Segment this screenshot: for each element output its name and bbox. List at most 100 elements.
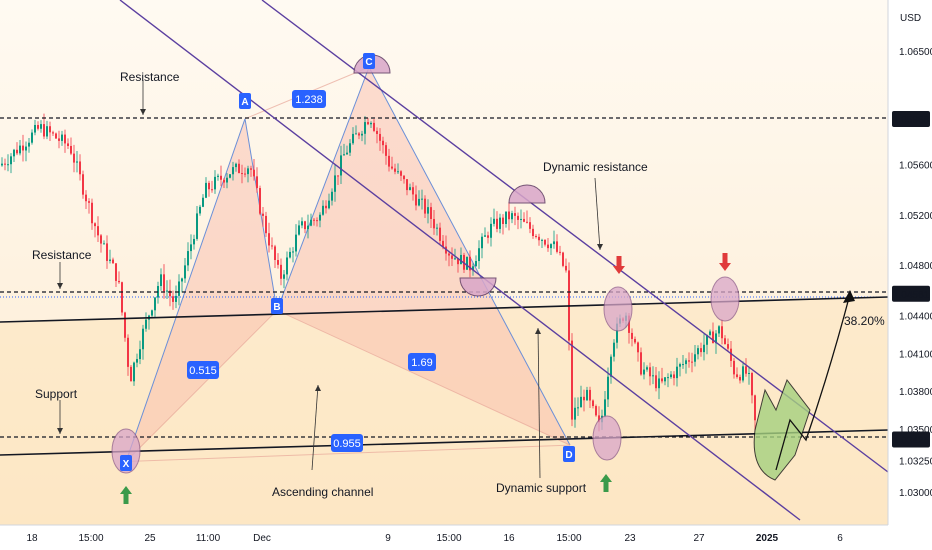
price-tag-bg	[892, 111, 930, 128]
candle-body	[364, 122, 366, 134]
leader-line	[311, 384, 319, 471]
candle-body	[175, 295, 177, 302]
candle-body	[643, 369, 645, 375]
candle-body	[61, 134, 63, 141]
candle-body	[409, 187, 411, 191]
candle-body	[481, 236, 483, 249]
price-tag-bg	[892, 431, 930, 448]
candle-body	[373, 122, 375, 131]
candle-body	[259, 188, 261, 214]
candle-body	[589, 389, 591, 401]
y-tick-label: 1.05600	[899, 160, 932, 171]
leader-arrowhead	[597, 244, 603, 250]
candle-body	[313, 219, 315, 221]
candle-body	[412, 187, 414, 195]
candle-body	[307, 225, 309, 230]
y-tick-label: 1.03250	[899, 457, 932, 468]
candle-body	[661, 378, 663, 382]
candle-body	[337, 175, 339, 177]
down-arrow-1	[613, 256, 625, 274]
projection-shape	[753, 378, 811, 481]
candle-body	[262, 213, 264, 216]
candle-body	[319, 214, 321, 221]
candle-body	[223, 179, 225, 183]
candle-body	[583, 396, 585, 401]
candle-body	[556, 241, 558, 252]
candle-body	[235, 163, 237, 168]
y-tick-label: 1.06500	[899, 47, 932, 58]
candle-body	[49, 126, 51, 133]
candle-body	[37, 124, 39, 129]
candle-body	[748, 373, 750, 375]
candle-body	[376, 130, 378, 134]
candle-body	[418, 198, 420, 206]
ratio-xd: 0.955	[333, 438, 361, 450]
candle-body	[739, 376, 741, 381]
candle-body	[538, 236, 540, 241]
x-tick-label: 2025	[756, 533, 779, 544]
candle-body	[742, 366, 744, 381]
candle-body	[136, 359, 138, 363]
candle-body	[403, 175, 405, 180]
candle-body	[460, 254, 462, 265]
candle-body	[115, 263, 117, 281]
candle-body	[595, 406, 597, 416]
candle-body	[283, 274, 285, 279]
candle-body	[250, 168, 252, 170]
candle-body	[142, 328, 144, 350]
candle-body	[274, 246, 276, 261]
candle-body	[73, 153, 75, 163]
candle-body	[427, 207, 429, 214]
point-c: C	[365, 57, 372, 68]
candle-body	[664, 377, 666, 382]
candle-body	[244, 173, 246, 175]
candle-body	[577, 407, 579, 409]
candle-body	[304, 221, 306, 230]
candle-body	[46, 126, 48, 137]
candle-body	[196, 213, 198, 239]
x-tick-label: 18	[26, 533, 38, 544]
candle-body	[688, 360, 690, 362]
candle-body	[4, 163, 6, 165]
candle-body	[55, 133, 57, 139]
candle-body	[199, 206, 201, 214]
ascending-channel-top	[0, 296, 889, 323]
candle-body	[421, 198, 423, 200]
candle-body	[355, 133, 357, 135]
y-tick-label: 1.03000	[899, 488, 932, 499]
price-tag-bg	[892, 285, 930, 302]
x-tick-label: Dec	[253, 533, 271, 544]
candle-body	[91, 202, 93, 224]
candle-body	[271, 245, 273, 247]
candle-body	[472, 266, 474, 271]
label-ascending-channel: Ascending channel	[272, 485, 373, 499]
candle-body	[406, 179, 408, 191]
candle-body	[58, 138, 60, 141]
price-tag-label: 1.03425	[893, 435, 930, 446]
candle-body	[211, 189, 213, 191]
pattern-leg-CD	[368, 66, 571, 446]
candle-body	[184, 265, 186, 279]
candle-body	[40, 124, 42, 129]
leader-line	[537, 327, 541, 479]
candle-body	[706, 334, 708, 345]
candle-body	[292, 251, 294, 253]
candle-body	[229, 174, 231, 178]
candle-body	[652, 375, 654, 377]
candle-body	[529, 222, 531, 229]
candle-body	[277, 260, 279, 265]
leader-arrowhead	[57, 428, 63, 434]
candle-body	[580, 396, 582, 408]
candle-body	[505, 211, 507, 224]
point-a-bg	[239, 93, 251, 109]
candle-body	[166, 290, 168, 292]
point-c-bg	[363, 53, 375, 69]
label-projection-pct: 38.20%	[844, 314, 885, 328]
candle-body	[133, 362, 135, 382]
bump-support	[459, 277, 497, 297]
candle-body	[586, 389, 588, 401]
candle-body	[298, 225, 300, 235]
candle-body	[649, 367, 651, 377]
